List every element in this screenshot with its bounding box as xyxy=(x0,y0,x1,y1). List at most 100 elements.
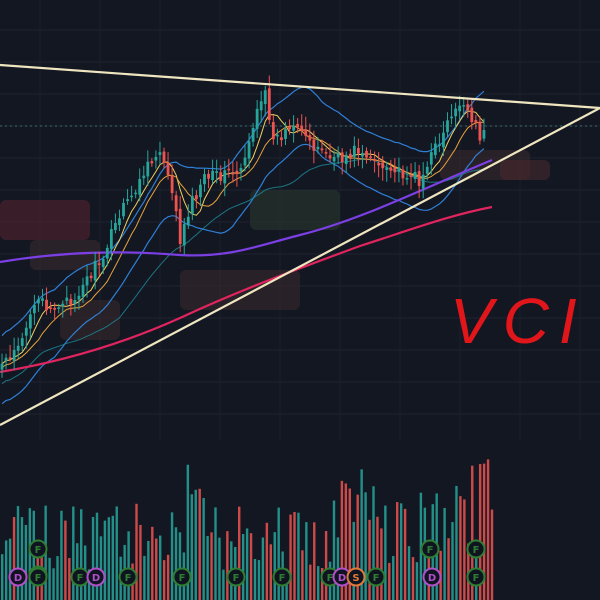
candle-body xyxy=(393,167,397,173)
candle-body xyxy=(462,105,466,107)
candle-body xyxy=(97,263,101,265)
candle-body xyxy=(425,166,429,174)
candle-body xyxy=(470,107,474,123)
candle-body xyxy=(138,178,142,195)
event-label: D xyxy=(338,573,346,584)
volume-bar xyxy=(139,524,142,600)
volume-bar xyxy=(80,509,83,600)
volume-bar xyxy=(68,558,71,600)
event-marker xyxy=(226,567,246,587)
candle-body xyxy=(126,199,129,202)
candle-body xyxy=(433,143,437,156)
event-marker xyxy=(172,567,192,587)
candle-body xyxy=(61,303,65,307)
event-label: S xyxy=(352,573,359,584)
volume-bar xyxy=(309,564,312,600)
candle-body xyxy=(239,168,243,172)
candle-body xyxy=(340,152,344,163)
volume-bar xyxy=(48,557,51,600)
candle-body xyxy=(296,123,300,128)
candle-body xyxy=(223,170,227,184)
candle-body xyxy=(158,152,162,155)
volume-bar xyxy=(447,538,450,600)
volume-bar xyxy=(486,459,490,600)
candle-body xyxy=(146,161,150,177)
volume-bar xyxy=(368,519,371,600)
ma-longer-line xyxy=(0,205,493,374)
volume-bar xyxy=(356,494,359,600)
candle-body xyxy=(352,145,356,157)
candle-body xyxy=(247,141,251,159)
candle-body xyxy=(130,195,133,198)
volume-bar xyxy=(478,464,482,600)
candle-body xyxy=(409,175,413,178)
candle-body xyxy=(93,260,97,281)
candle-body xyxy=(292,125,295,131)
volume-bar xyxy=(490,509,494,600)
candle-body xyxy=(65,297,69,301)
volume-bar xyxy=(16,506,20,600)
volume-bar xyxy=(451,522,454,600)
volume-bar xyxy=(269,544,272,600)
candle-body xyxy=(105,247,109,259)
volume-bar xyxy=(352,521,355,600)
event-marker xyxy=(28,539,48,559)
event-marker xyxy=(422,567,442,587)
candle-body xyxy=(316,146,320,150)
candle-body xyxy=(215,171,219,173)
volume-bar xyxy=(388,562,391,600)
candle-body xyxy=(53,307,57,310)
event-label: F xyxy=(327,573,334,584)
volume-bar xyxy=(399,503,403,600)
candle-body xyxy=(377,163,381,166)
volume-bar xyxy=(115,506,118,600)
candle-body xyxy=(336,152,340,158)
candle-body xyxy=(442,132,445,148)
candle-body xyxy=(33,304,36,314)
volume-bar xyxy=(155,538,158,600)
candle-body xyxy=(373,159,376,161)
volume-bar xyxy=(241,534,245,600)
event-marker xyxy=(118,567,138,587)
candle-body xyxy=(37,299,40,304)
volume-bar xyxy=(253,558,257,600)
candle-body xyxy=(114,223,117,231)
candle-body xyxy=(348,153,352,158)
volume-bar xyxy=(289,514,292,600)
event-label: F xyxy=(427,545,434,556)
candle-body xyxy=(401,169,405,179)
volume-bar xyxy=(166,554,170,600)
volume-bar xyxy=(91,517,95,600)
volume-bar xyxy=(95,512,99,600)
volume-bar xyxy=(147,540,150,600)
candle-body xyxy=(466,104,470,111)
candle-body xyxy=(429,152,433,165)
candle-body xyxy=(389,167,393,171)
volume-bar xyxy=(301,550,304,600)
candlesticks xyxy=(0,75,486,378)
volume-bar xyxy=(190,494,193,600)
volume-bar xyxy=(60,510,63,600)
zone xyxy=(0,200,90,240)
event-label: F xyxy=(125,573,132,584)
volume-bar xyxy=(249,533,253,600)
candle-body xyxy=(284,129,287,139)
event-label: D xyxy=(428,573,436,584)
candle-body xyxy=(417,171,421,186)
volume-bar xyxy=(8,538,12,600)
candle-body xyxy=(450,116,453,119)
event-marker xyxy=(8,567,28,587)
volume-bar xyxy=(324,530,328,600)
candle-body xyxy=(150,161,154,164)
volume-bar xyxy=(52,568,55,600)
candle-body xyxy=(446,120,449,133)
volume-bar xyxy=(24,524,28,600)
volume-bar xyxy=(257,560,261,600)
zone xyxy=(500,160,550,180)
volume-bar xyxy=(277,507,280,600)
candle-body xyxy=(186,216,190,226)
candle-body xyxy=(57,307,61,309)
volume-bar xyxy=(265,522,269,600)
volume-bar xyxy=(455,485,458,600)
